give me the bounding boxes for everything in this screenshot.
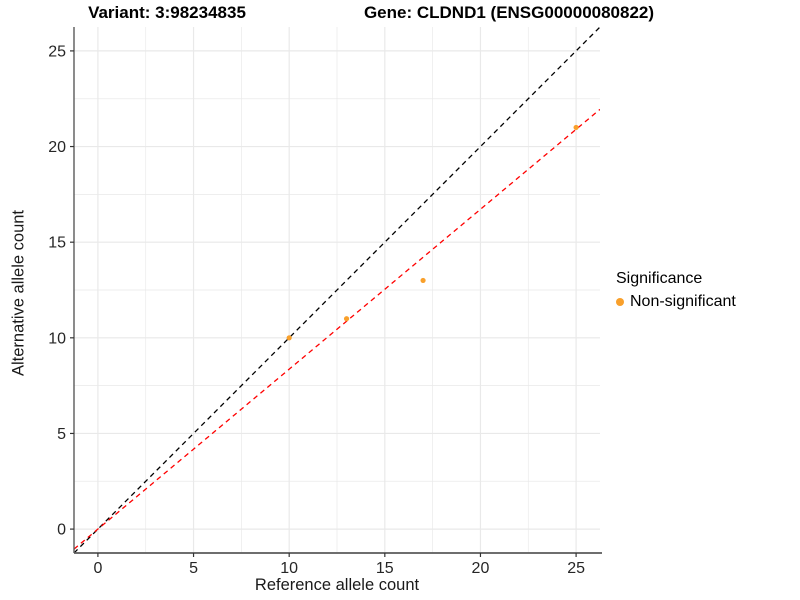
y-tick-label: 25 [48,43,66,60]
x-tick-label: 10 [280,560,298,577]
data-point [420,277,426,284]
data-points [286,124,579,341]
x-tick-label: 20 [472,560,490,577]
y-tick-label: 5 [57,426,66,443]
fit-line [74,108,600,550]
y-tick-label: 10 [48,330,66,347]
legend-item-label: Non-significant [630,293,736,310]
data-point [343,316,350,322]
legend-item-non-significant: Non-significant [616,293,736,311]
x-tick-label: 25 [567,560,585,577]
gene-title: Gene: CLDND1 (ENSG00000080822) [363,3,655,22]
variant-title: Variant: 3:98234835 [88,3,246,22]
data-point [286,335,292,341]
x-tick-label: 5 [189,560,198,577]
y-tick-label: 20 [48,139,66,156]
identity-line [74,27,600,553]
legend: Significance Non-significant [616,270,736,311]
x-tick-label: 15 [376,560,394,577]
gridlines [74,27,600,553]
legend-title: Significance [616,270,703,287]
x-axis-title: Reference allele count [254,576,420,594]
y-tick-label: 15 [48,235,66,252]
x-tick-label: 0 [93,560,102,577]
non-significant-dot-icon [616,298,624,306]
y-axis-title: Alternative allele count [9,209,28,377]
y-tick-label: 0 [57,522,66,539]
data-point [573,124,579,131]
